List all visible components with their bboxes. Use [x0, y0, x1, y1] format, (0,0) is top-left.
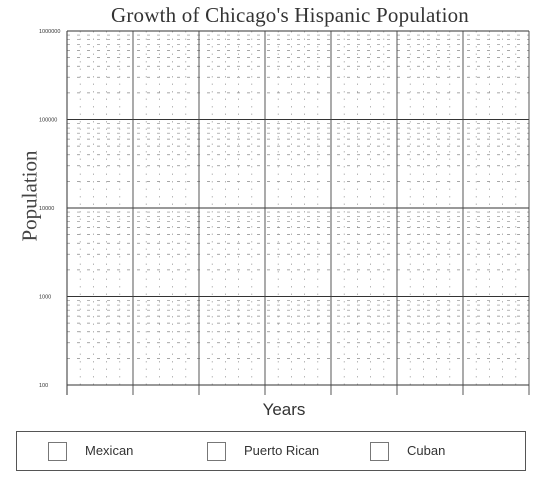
legend-swatch-puerto-rican	[207, 442, 226, 461]
y-tick-label: 10000	[39, 206, 54, 212]
x-axis-label: Years	[262, 400, 306, 419]
chart-title: Growth of Chicago's Hispanic Population	[110, 3, 470, 27]
y-tick-label: 100	[39, 383, 48, 389]
legend-swatch-mexican	[48, 442, 67, 461]
legend-swatch-cuban	[370, 442, 389, 461]
legend-label-mexican: Mexican	[85, 443, 134, 458]
y-tick-label: 1000	[39, 295, 51, 301]
legend: Mexican Puerto Rican Cuban	[16, 431, 526, 471]
legend-label-puerto-rican: Puerto Rican	[244, 443, 320, 458]
legend-label-cuban: Cuban	[407, 443, 446, 458]
y-tick-label: 100000	[39, 118, 57, 124]
y-tick-label: 1000000	[39, 29, 60, 35]
plot-area: 100 1000 10000 100000 1000000	[39, 29, 530, 395]
